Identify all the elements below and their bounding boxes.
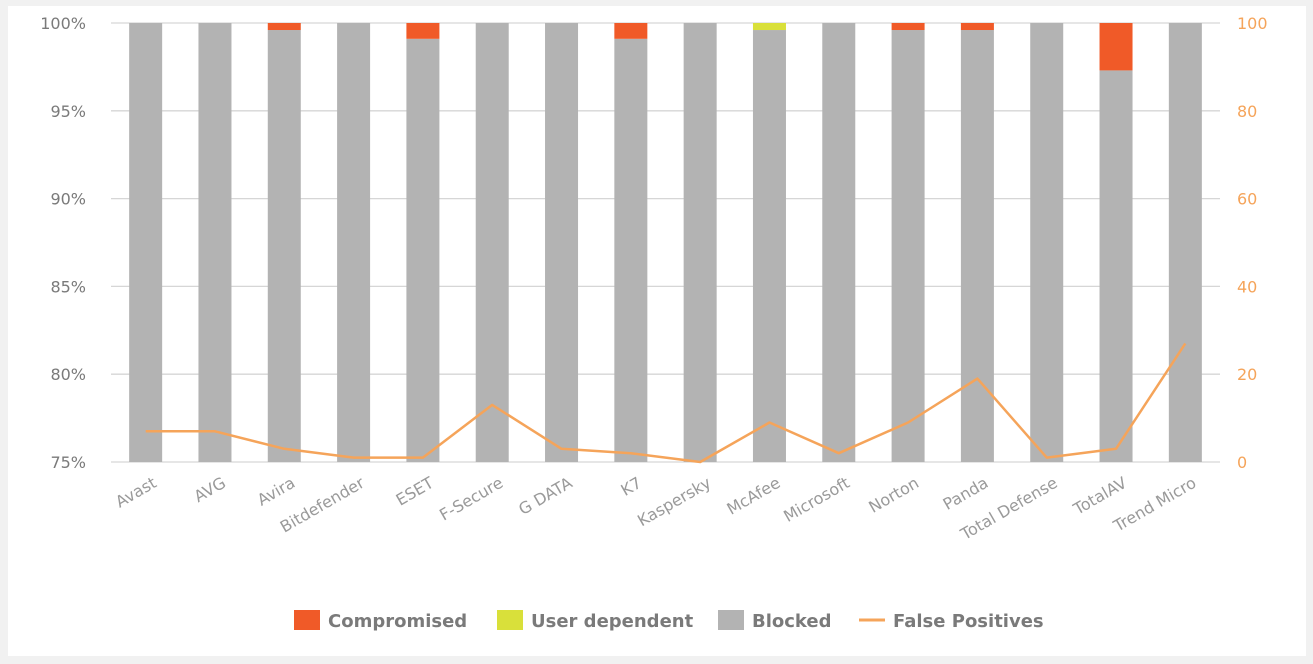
right-tick-label: 0 <box>1237 453 1247 472</box>
bar-mcafee-blocked <box>752 30 786 463</box>
bar-microsoft-blocked <box>822 23 856 462</box>
chart-panel: 75% 80% 85% 90% 95% 100% 0 20 40 60 80 100 Avast AV… <box>8 6 1306 656</box>
bar-avg-blocked <box>198 23 232 462</box>
category-label-f-secure: F-Secure <box>436 473 506 524</box>
bar-trend-micro-blocked <box>1168 23 1202 462</box>
right-tick-label: 100 <box>1237 14 1268 33</box>
left-tick-label: 90% <box>50 190 86 209</box>
right-tick-label: 20 <box>1237 365 1257 384</box>
left-tick-label: 75% <box>50 453 86 472</box>
legend-label: False Positives <box>893 611 1044 632</box>
left-tick-label: 100% <box>40 14 86 33</box>
legend-item-blocked: Blocked <box>718 610 832 632</box>
category-label-panda: Panda <box>940 473 992 514</box>
category-label-g-data: G DATA <box>515 473 575 519</box>
category-label-avast: Avast <box>112 473 160 511</box>
bar-avira-blocked <box>267 30 301 463</box>
left-tick-label: 85% <box>50 277 86 296</box>
bars <box>129 23 1202 463</box>
legend-swatch <box>718 610 744 630</box>
legend-item-false-positives: False Positives <box>859 611 1044 632</box>
category-label-eset: ESET <box>393 473 437 510</box>
bar-mcafee-user-dependent <box>752 23 786 31</box>
right-axis: 0 20 40 60 80 100 <box>1237 14 1268 472</box>
bar-panda-blocked <box>960 30 994 463</box>
right-tick-label: 80 <box>1237 102 1257 121</box>
bar-f-secure-blocked <box>475 23 509 462</box>
bar-totalav-compromised <box>1099 23 1133 71</box>
bar-norton-blocked <box>891 30 925 463</box>
right-tick-label: 40 <box>1237 277 1257 296</box>
legend-label: Compromised <box>328 611 467 632</box>
bar-kaspersky-blocked <box>683 23 717 462</box>
bar-eset-blocked <box>406 38 440 462</box>
bar-panda-compromised <box>960 23 994 31</box>
right-tick-label: 60 <box>1237 190 1257 209</box>
legend-label: Blocked <box>752 611 832 632</box>
bar-total-defense-blocked <box>1030 23 1064 462</box>
category-label-avg: AVG <box>191 473 229 506</box>
left-tick-label: 80% <box>50 365 86 384</box>
legend-swatch <box>497 610 523 630</box>
bar-bitdefender-blocked <box>337 23 371 462</box>
legend-swatch <box>294 610 320 630</box>
false-positives-line <box>145 342 1187 464</box>
category-label-kaspersky: Kaspersky <box>634 473 714 530</box>
legend: Compromised User dependent Blocked False Po… <box>294 610 1044 632</box>
bar-avira-compromised <box>267 23 301 31</box>
bar-avast-blocked <box>129 23 163 462</box>
bar-totalav-blocked <box>1099 70 1133 463</box>
category-label-norton: Norton <box>865 473 922 517</box>
legend-item-compromised: Compromised <box>294 610 467 632</box>
legend-item-user-dependent: User dependent <box>497 610 694 632</box>
stacked-bar-chart: 75% 80% 85% 90% 95% 100% 0 20 40 60 80 100 Avast AV… <box>40 14 1268 632</box>
bar-norton-compromised <box>891 23 925 31</box>
left-axis: 75% 80% 85% 90% 95% 100% <box>40 14 86 472</box>
bar-k7-compromised <box>614 23 648 39</box>
category-label-mcafee: McAfee <box>723 473 783 519</box>
category-label-avira: Avira <box>254 473 298 510</box>
left-tick-label: 95% <box>50 102 86 121</box>
false-positives-line-layer <box>145 342 1187 464</box>
bar-eset-compromised <box>406 23 440 39</box>
category-label-k7: K7 <box>617 473 644 500</box>
category-label-microsoft: Microsoft <box>780 473 853 526</box>
bar-g-data-blocked <box>545 23 579 462</box>
bar-k7-blocked <box>614 38 648 462</box>
legend-label: User dependent <box>531 611 694 632</box>
